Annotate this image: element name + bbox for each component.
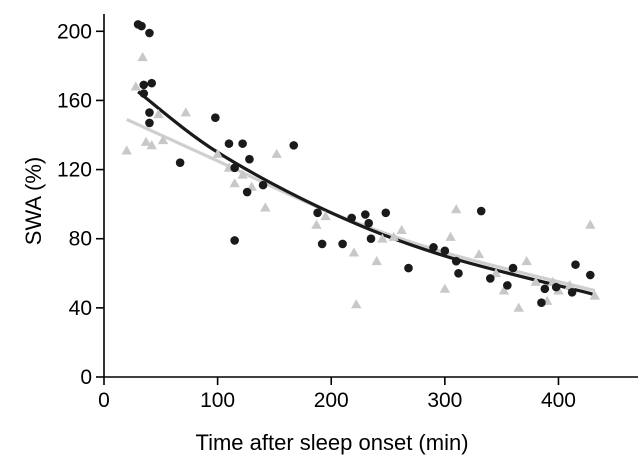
triangle-point [311, 219, 322, 229]
triangle-point [212, 148, 223, 158]
circle-point [585, 270, 595, 280]
circle-point [366, 234, 376, 244]
circle-point [147, 78, 157, 88]
circle-point [508, 263, 518, 273]
circle-point [313, 208, 322, 218]
circle-point [571, 260, 580, 269]
circle-point [245, 154, 254, 164]
triangle-point [137, 52, 148, 62]
circle-point [347, 213, 356, 223]
triangle-point [260, 202, 271, 212]
y-tick-label: 0 [80, 366, 92, 389]
circle-point [175, 158, 185, 167]
circle-point [238, 139, 247, 148]
triangle-point [530, 276, 541, 286]
triangle-point [521, 255, 532, 266]
triangle-point [348, 247, 360, 257]
axes [103, 14, 638, 378]
triangle-point [320, 211, 331, 221]
triangle-point [146, 140, 157, 150]
triangle-point [180, 107, 192, 117]
circle-point [338, 239, 347, 249]
triangle-point [140, 136, 152, 146]
triangle-point [473, 249, 485, 259]
circle-point [537, 298, 546, 307]
circle-point [145, 118, 154, 128]
triangle-point [490, 268, 502, 278]
circle-point [145, 108, 154, 117]
trend-lines [126, 90, 596, 296]
triangle-point [498, 285, 510, 295]
triangle-point [439, 283, 451, 293]
triangle-point [388, 231, 399, 241]
y-tick-label: 120 [57, 159, 92, 182]
y-tick-label: 200 [57, 20, 92, 43]
triangle-point [153, 109, 164, 119]
triangle-point [451, 204, 462, 214]
circle-point [454, 268, 463, 278]
circle-point [137, 21, 146, 31]
circle-point [224, 139, 234, 148]
triangle-point [585, 219, 596, 229]
x-tick-label: 200 [314, 389, 349, 412]
circle-point [429, 243, 438, 252]
y-tick-label: 160 [57, 89, 92, 112]
triangle-point [130, 81, 142, 91]
triangle-point [377, 233, 388, 243]
circle-point [503, 281, 512, 290]
x-tick-label: 0 [98, 389, 110, 412]
circle-point [485, 274, 495, 283]
triangle-point [229, 178, 240, 188]
circle-point [317, 239, 327, 249]
y-axis-title: SWA (%) [21, 157, 46, 245]
circle-point [230, 163, 239, 173]
circle-point [381, 208, 391, 218]
circle-point [540, 284, 550, 294]
triangle-point [513, 302, 524, 312]
circle-point [258, 180, 268, 190]
circle-point [145, 28, 154, 38]
triangle-point [271, 148, 282, 158]
circle-point [551, 282, 561, 292]
triangle-point [157, 134, 169, 145]
circle-point [289, 141, 299, 150]
triangle-point [589, 290, 601, 300]
triangle-point [396, 224, 407, 234]
triangle-point [237, 169, 248, 179]
circle-point [230, 236, 239, 245]
x-tick-label: 300 [427, 389, 462, 412]
x-tick-label: 100 [200, 389, 235, 412]
dark-fit-line [137, 90, 593, 296]
circle-point [476, 206, 486, 216]
circle-point [451, 256, 461, 266]
y-tick-label: 40 [69, 297, 92, 320]
triangle-point [445, 231, 456, 241]
triangle-point [351, 299, 362, 309]
triangle-point [121, 145, 132, 155]
x-axis-title: Time after sleep onset (min) [195, 430, 468, 455]
circle-point [242, 187, 252, 197]
ticks: 0 100 200 300 400 0 40 80 120 160 200 [57, 20, 576, 412]
x-tick-label: 400 [541, 389, 576, 412]
data-points [121, 20, 601, 312]
y-tick-label: 80 [69, 228, 92, 251]
circle-point [364, 218, 374, 228]
circle-point [139, 80, 149, 90]
circle-point [404, 263, 413, 273]
circle-point [567, 288, 577, 297]
triangle-point [564, 280, 576, 290]
circle-point [440, 246, 450, 256]
triangle-point [371, 255, 382, 266]
circle-point [139, 89, 149, 98]
circle-point [211, 113, 220, 123]
circle-point [361, 210, 370, 219]
